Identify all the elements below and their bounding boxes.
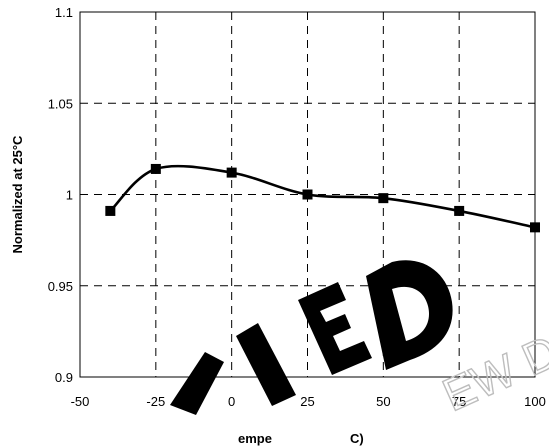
y-tick-labels: 1.1 1.05 1 0.95 0.9	[48, 5, 73, 385]
data-point	[105, 205, 116, 216]
series-line	[109, 164, 536, 229]
x-tick-label: 25	[300, 394, 314, 409]
x-tick-label: -25	[146, 394, 165, 409]
x-tick-label: 100	[524, 394, 546, 409]
data-point	[530, 222, 540, 233]
watermark-letter-i	[236, 323, 296, 406]
x-tick-label: 0	[228, 394, 235, 409]
y-tick-label: 1.1	[55, 5, 73, 20]
data-point	[150, 163, 161, 174]
x-axis-label-fragment-1: empe	[238, 431, 272, 446]
y-tick-label: 1.05	[48, 96, 73, 111]
watermark-letter-d	[366, 260, 453, 370]
y-tick-label: 0.95	[48, 279, 73, 294]
x-axis-label-fragment-2: C)	[350, 431, 364, 446]
data-points	[105, 163, 540, 233]
plot-frame	[79, 11, 536, 378]
data-point	[454, 205, 465, 216]
data-point	[226, 167, 237, 178]
x-tick-label: -50	[71, 394, 90, 409]
data-point	[302, 189, 313, 200]
data-point	[378, 193, 389, 204]
watermark: EW DE	[170, 260, 549, 422]
x-tick-labels: -50 -25 0 25 50 75 100	[71, 394, 546, 409]
y-axis-label: Normalized at 25°C	[10, 135, 25, 254]
y-tick-label: 0.9	[55, 370, 73, 385]
watermark-letter-l	[170, 352, 224, 415]
x-tick-label: 50	[376, 394, 390, 409]
x-tick-label: 75	[452, 394, 466, 409]
watermark-letter-e	[298, 282, 372, 375]
y-tick-label: 1	[66, 188, 73, 203]
